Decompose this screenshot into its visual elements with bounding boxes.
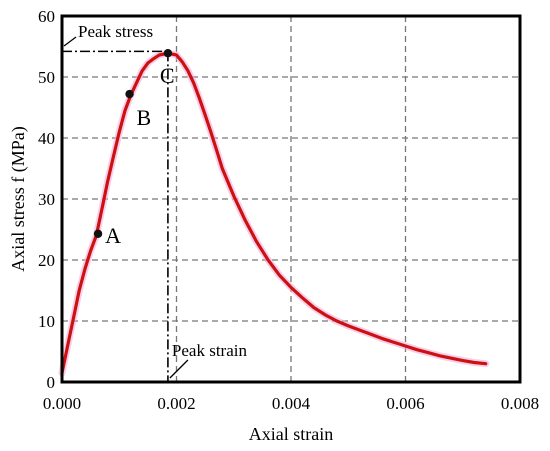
x-tick-label: 0.002 [157, 394, 195, 413]
x-axis-title: Axial strain [249, 424, 333, 444]
peak-stress-leader [63, 36, 77, 47]
y-tick-label: 0 [47, 373, 56, 392]
x-tick-label: 0.004 [272, 394, 311, 413]
y-axis-title: Axial stress f (MPa) [8, 126, 29, 271]
curves [58, 49, 490, 377]
x-tick-label: 0.006 [386, 394, 424, 413]
x-tick-label: 0.000 [43, 394, 81, 413]
point-C [163, 49, 173, 58]
point-A [93, 229, 103, 238]
peak-strain-label: Peak strain [172, 341, 248, 360]
peak-stress-label: Peak stress [78, 22, 153, 41]
grid [62, 16, 520, 382]
y-tick-label: 20 [38, 251, 55, 270]
stress-strain-curve [60, 51, 488, 375]
curve-halo [58, 49, 490, 377]
peak-strain-leader [169, 359, 189, 379]
y-tick-label: 10 [38, 312, 55, 331]
point-label-A: A [105, 223, 121, 248]
y-tick-label: 60 [38, 7, 55, 26]
y-tick-label: 40 [38, 129, 55, 148]
point-label-B: B [137, 105, 152, 130]
plot-frame [60, 14, 522, 384]
point-B [125, 89, 134, 99]
x-tick-label: 0.008 [501, 394, 539, 413]
point-label-C: C [160, 63, 175, 88]
y-tick-label: 30 [38, 190, 55, 209]
x-tick-labels: 0.000 0.002 0.004 0.006 0.008 [43, 394, 539, 413]
y-tick-labels: 0 10 20 30 40 50 60 [38, 7, 55, 392]
marked-points: A BC [93, 49, 175, 248]
peak-lines [62, 36, 189, 382]
y-tick-label: 50 [38, 68, 55, 87]
